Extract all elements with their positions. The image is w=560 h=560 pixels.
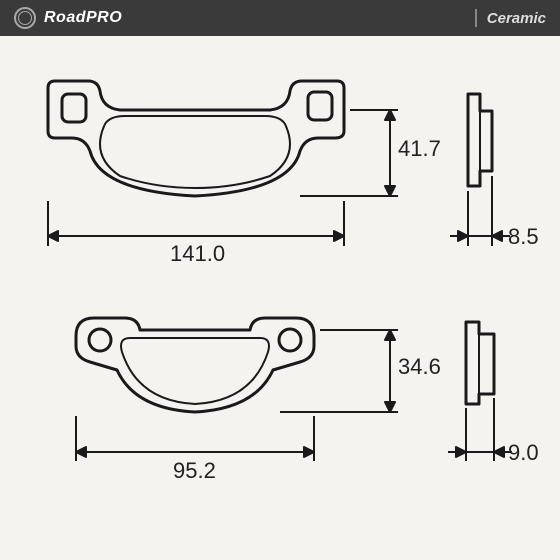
dim-pad2-width: 95.2 [173,458,216,484]
pad2-outline [76,318,314,412]
material-label: Ceramic [487,10,546,27]
brand-logo-icon [14,7,36,29]
diagram-canvas: 41.7 141.0 8.5 34.6 95.2 9.0 [0,36,560,560]
pad2-friction-surface [121,338,269,404]
dim-pad1-height: 41.7 [398,136,441,162]
pad1-friction-surface [100,116,290,188]
technical-drawing [0,36,560,560]
pad2-hole-left [89,329,111,351]
pad1-hole-left [62,94,86,122]
dim-pad1-width: 141.0 [170,241,225,267]
header-divider [475,9,477,27]
header-right: Ceramic [475,9,546,27]
pad2-hole-right [279,329,301,351]
dim-pad2-height: 34.6 [398,354,441,380]
header-bar: RoadPRO Ceramic [0,0,560,36]
dim-pad2-thick: 9.0 [508,440,539,466]
brand-name: RoadPRO [44,9,122,27]
dim-pad1-thick: 8.5 [508,224,539,250]
pad1-hole-right [308,92,332,120]
pad1-outline [48,81,344,196]
header-left: RoadPRO [14,7,122,29]
